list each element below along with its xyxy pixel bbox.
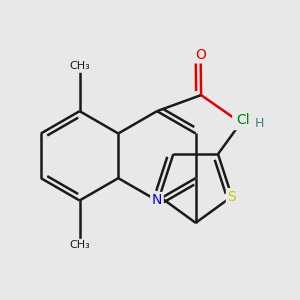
Text: O: O xyxy=(234,115,245,129)
Text: Cl: Cl xyxy=(236,113,250,127)
Text: CH₃: CH₃ xyxy=(69,240,90,250)
Text: H: H xyxy=(254,117,264,130)
Text: CH₃: CH₃ xyxy=(69,61,90,71)
Text: N: N xyxy=(152,194,162,208)
Text: O: O xyxy=(195,48,206,62)
Text: S: S xyxy=(227,190,236,204)
